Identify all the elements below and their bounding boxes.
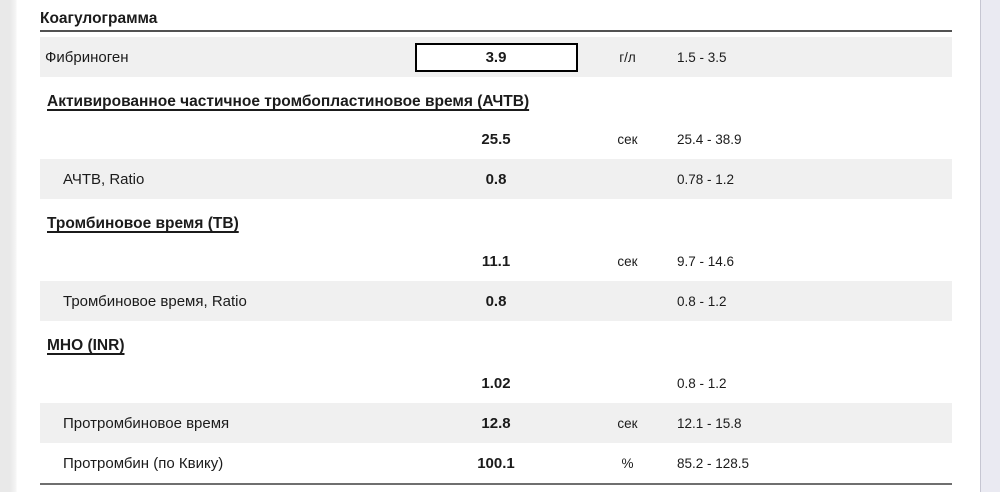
page-left-margin: [0, 0, 17, 492]
parameter-label: Протромбиновое время: [63, 414, 230, 432]
parameter-label: Фибриноген: [45, 48, 129, 66]
unit-label: сек: [617, 131, 638, 147]
result-value-cell: 3.9: [412, 42, 580, 72]
report-title: Коагулограмма: [40, 0, 952, 32]
result-row-tv: 11.1 сек 9.7 - 14.6: [40, 241, 952, 281]
result-value: 11.1: [481, 252, 511, 270]
reference-range: 0.78 - 1.2: [677, 171, 735, 187]
report-body: Коагулограмма Фибриноген 3.9 г/л 1.5 - 3…: [40, 0, 952, 485]
parameter-label: АЧТВ, Ratio: [63, 170, 145, 188]
report-bottom-rule: [40, 483, 952, 485]
result-row-fibrinogen: Фибриноген 3.9 г/л 1.5 - 3.5: [40, 37, 952, 77]
result-value: 100.1: [477, 454, 515, 472]
result-row-tv-ratio: Тромбиновое время, Ratio 0.8 0.8 - 1.2: [40, 281, 952, 321]
reference-range: 85.2 - 128.5: [677, 455, 750, 471]
result-value: 1.02: [481, 374, 511, 392]
section-header-achtv: Активированное частичное тромбопластинов…: [47, 93, 530, 110]
result-row-achtv: 25.5 сек 25.4 - 38.9: [40, 119, 952, 159]
flagged-value-box: 3.9: [414, 42, 578, 72]
unit-label: %: [621, 455, 634, 471]
result-row-achtv-ratio: АЧТВ, Ratio 0.8 0.78 - 1.2: [40, 159, 952, 199]
result-value: 3.9: [485, 48, 507, 66]
result-value: 0.8: [485, 170, 507, 188]
parameter-label: Протромбин (по Квику): [63, 454, 224, 472]
section-header-tv: Тромбиновое время (ТВ): [47, 215, 239, 232]
section-header-inr: МНО (INR): [47, 337, 125, 354]
scrollbar-track[interactable]: [980, 0, 1000, 492]
result-row-prothrombin-quick: Протромбин (по Квику) 100.1 % 85.2 - 128…: [40, 443, 952, 483]
reference-range: 1.5 - 3.5: [677, 49, 727, 65]
unit-label: сек: [617, 415, 638, 431]
reference-range: 9.7 - 14.6: [677, 253, 735, 269]
reference-range: 0.8 - 1.2: [677, 375, 727, 391]
unit-label: г/л: [619, 49, 636, 65]
result-value: 12.8: [481, 414, 511, 432]
parameter-label: Тромбиновое время, Ratio: [63, 292, 247, 310]
result-row-prothrombin-time: Протромбиновое время 12.8 сек 12.1 - 15.…: [40, 403, 952, 443]
reference-range: 0.8 - 1.2: [677, 293, 727, 309]
reference-range: 12.1 - 15.8: [677, 415, 742, 431]
result-value: 0.8: [485, 292, 507, 310]
unit-label: сек: [617, 253, 638, 269]
reference-range: 25.4 - 38.9: [677, 131, 742, 147]
result-row-inr: 1.02 0.8 - 1.2: [40, 363, 952, 403]
result-value: 25.5: [481, 130, 511, 148]
